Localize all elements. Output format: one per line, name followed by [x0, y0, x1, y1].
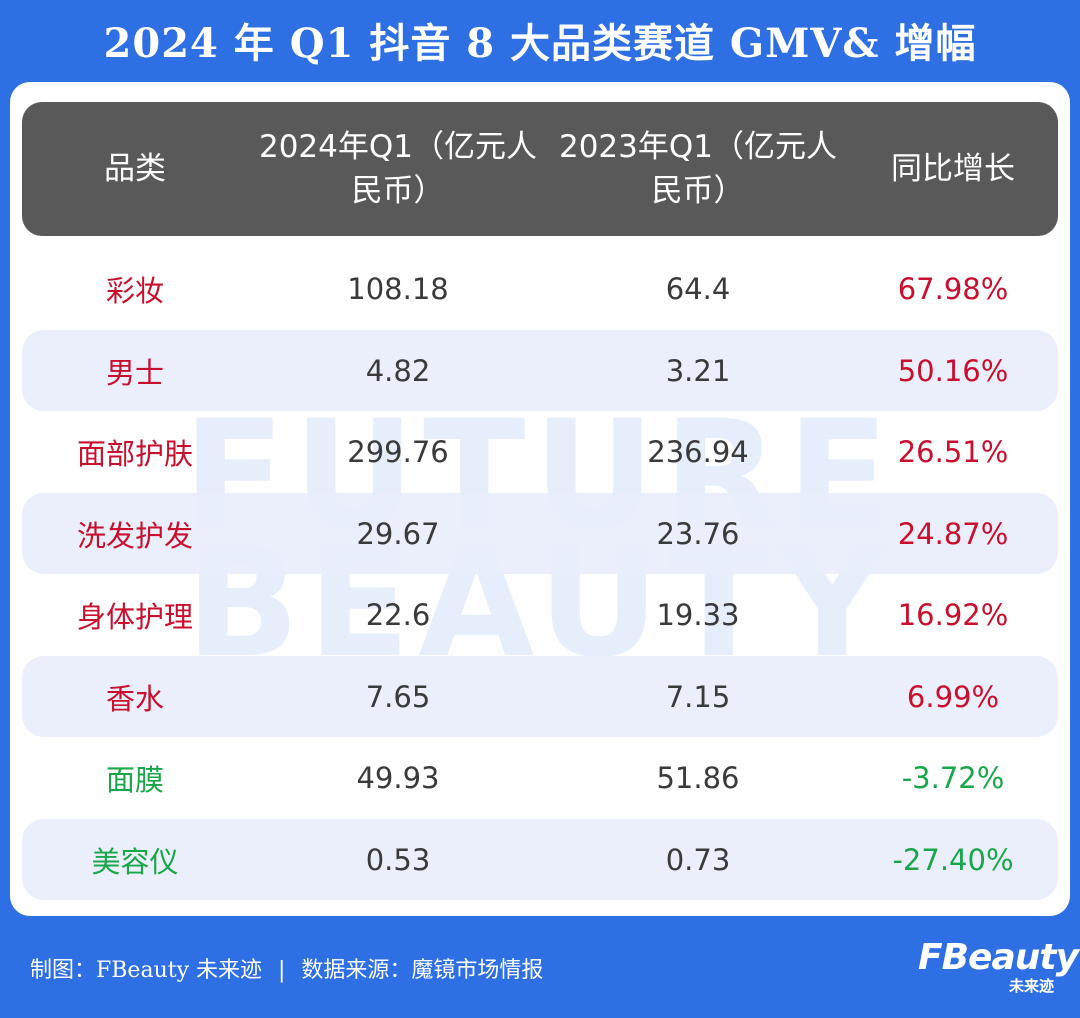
header-category-label: 品类 [104, 151, 166, 187]
footer: 制图：FBeauty 未来迹 | 数据来源：魔镜市场情报 FBeauty 未来迹 [0, 918, 1080, 1018]
table-card: FUTURE BEAUTY 品类 2024年Q1（亿元人民币） 2023年Q1（… [10, 82, 1070, 916]
cell-2024q1: 29.67 [356, 516, 440, 551]
cell-2024q1: 108.18 [347, 271, 449, 306]
table-row: 洗发护发 29.67 23.76 24.87% [22, 493, 1058, 574]
table-row: 彩妆 108.18 64.4 67.98% [22, 248, 1058, 329]
cell-2024q1: 7.65 [365, 679, 431, 714]
table-row: 面部护肤 299.76 236.94 26.51% [22, 411, 1058, 492]
cell-growth: -3.72% [901, 760, 1005, 795]
cell-2023q1: 51.86 [656, 760, 740, 795]
cell-growth: 16.92% [897, 597, 1009, 632]
logo-subtitle: 未来迹 [1008, 977, 1054, 995]
cell-2023q1: 7.15 [665, 679, 731, 714]
cell-category: 男士 [105, 355, 164, 390]
header-2024q1: 2024年Q1（亿元人民币） [248, 102, 548, 236]
cell-growth: 6.99% [906, 679, 1000, 714]
cell-growth: 26.51% [897, 434, 1009, 469]
brand-logo: FBeauty 未来迹 [918, 937, 1079, 995]
table-row: 面膜 49.93 51.86 -3.72% [22, 737, 1058, 818]
cell-2023q1: 64.4 [665, 271, 731, 306]
header-2023q1-label: 2023年Q1（亿元人民币） [558, 129, 837, 209]
page-title: 2024 年 Q1 抖音 8 大品类赛道 GMV& 增幅 [103, 20, 977, 67]
header-2024q1-label: 2024年Q1（亿元人民币） [258, 129, 537, 209]
header-growth: 同比增长 [848, 102, 1058, 236]
cell-category: 美容仪 [91, 844, 179, 879]
table-row: 身体护理 22.6 19.33 16.92% [22, 574, 1058, 655]
table-row: 香水 7.65 7.15 6.99% [22, 656, 1058, 737]
header-growth-label: 同比增长 [891, 151, 1015, 187]
cell-growth: 50.16% [897, 353, 1009, 388]
cell-2024q1: 4.82 [365, 353, 431, 388]
table-header: 品类 2024年Q1（亿元人民币） 2023年Q1（亿元人民币） 同比增长 [22, 102, 1058, 236]
cell-2024q1: 0.53 [365, 842, 431, 877]
cell-2023q1: 3.21 [665, 353, 731, 388]
header-category: 品类 [22, 102, 248, 236]
cell-2024q1: 49.93 [356, 760, 440, 795]
cell-growth: 24.87% [897, 516, 1009, 551]
source-text: 数据来源：魔镜市场情报 [301, 958, 544, 983]
cell-growth: 67.98% [897, 271, 1009, 306]
cell-2024q1: 22.6 [365, 597, 431, 632]
cell-2023q1: 236.94 [647, 434, 749, 469]
table-row: 美容仪 0.53 0.73 -27.40% [22, 819, 1058, 900]
credit-text: 制图：FBeauty 未来迹 [30, 958, 262, 983]
cell-growth: -27.40% [892, 842, 1014, 877]
cell-category: 面膜 [105, 762, 164, 797]
cell-2023q1: 19.33 [656, 597, 740, 632]
table-row: 男士 4.82 3.21 50.16% [22, 330, 1058, 411]
footer-separator: | [278, 958, 286, 983]
cell-category: 香水 [105, 681, 164, 716]
cell-category: 彩妆 [105, 273, 164, 308]
header-2023q1: 2023年Q1（亿元人民币） [548, 102, 848, 236]
cell-category: 洗发护发 [76, 518, 193, 553]
logo-wordmark: FBeauty [918, 937, 1079, 978]
footer-credit: 制图：FBeauty 未来迹 | 数据来源：魔镜市场情报 [30, 952, 543, 984]
cell-2023q1: 0.73 [665, 842, 731, 877]
cell-2024q1: 299.76 [347, 434, 449, 469]
cell-2023q1: 23.76 [656, 516, 740, 551]
cell-category: 面部护肤 [76, 436, 193, 471]
cell-category: 身体护理 [76, 599, 193, 634]
